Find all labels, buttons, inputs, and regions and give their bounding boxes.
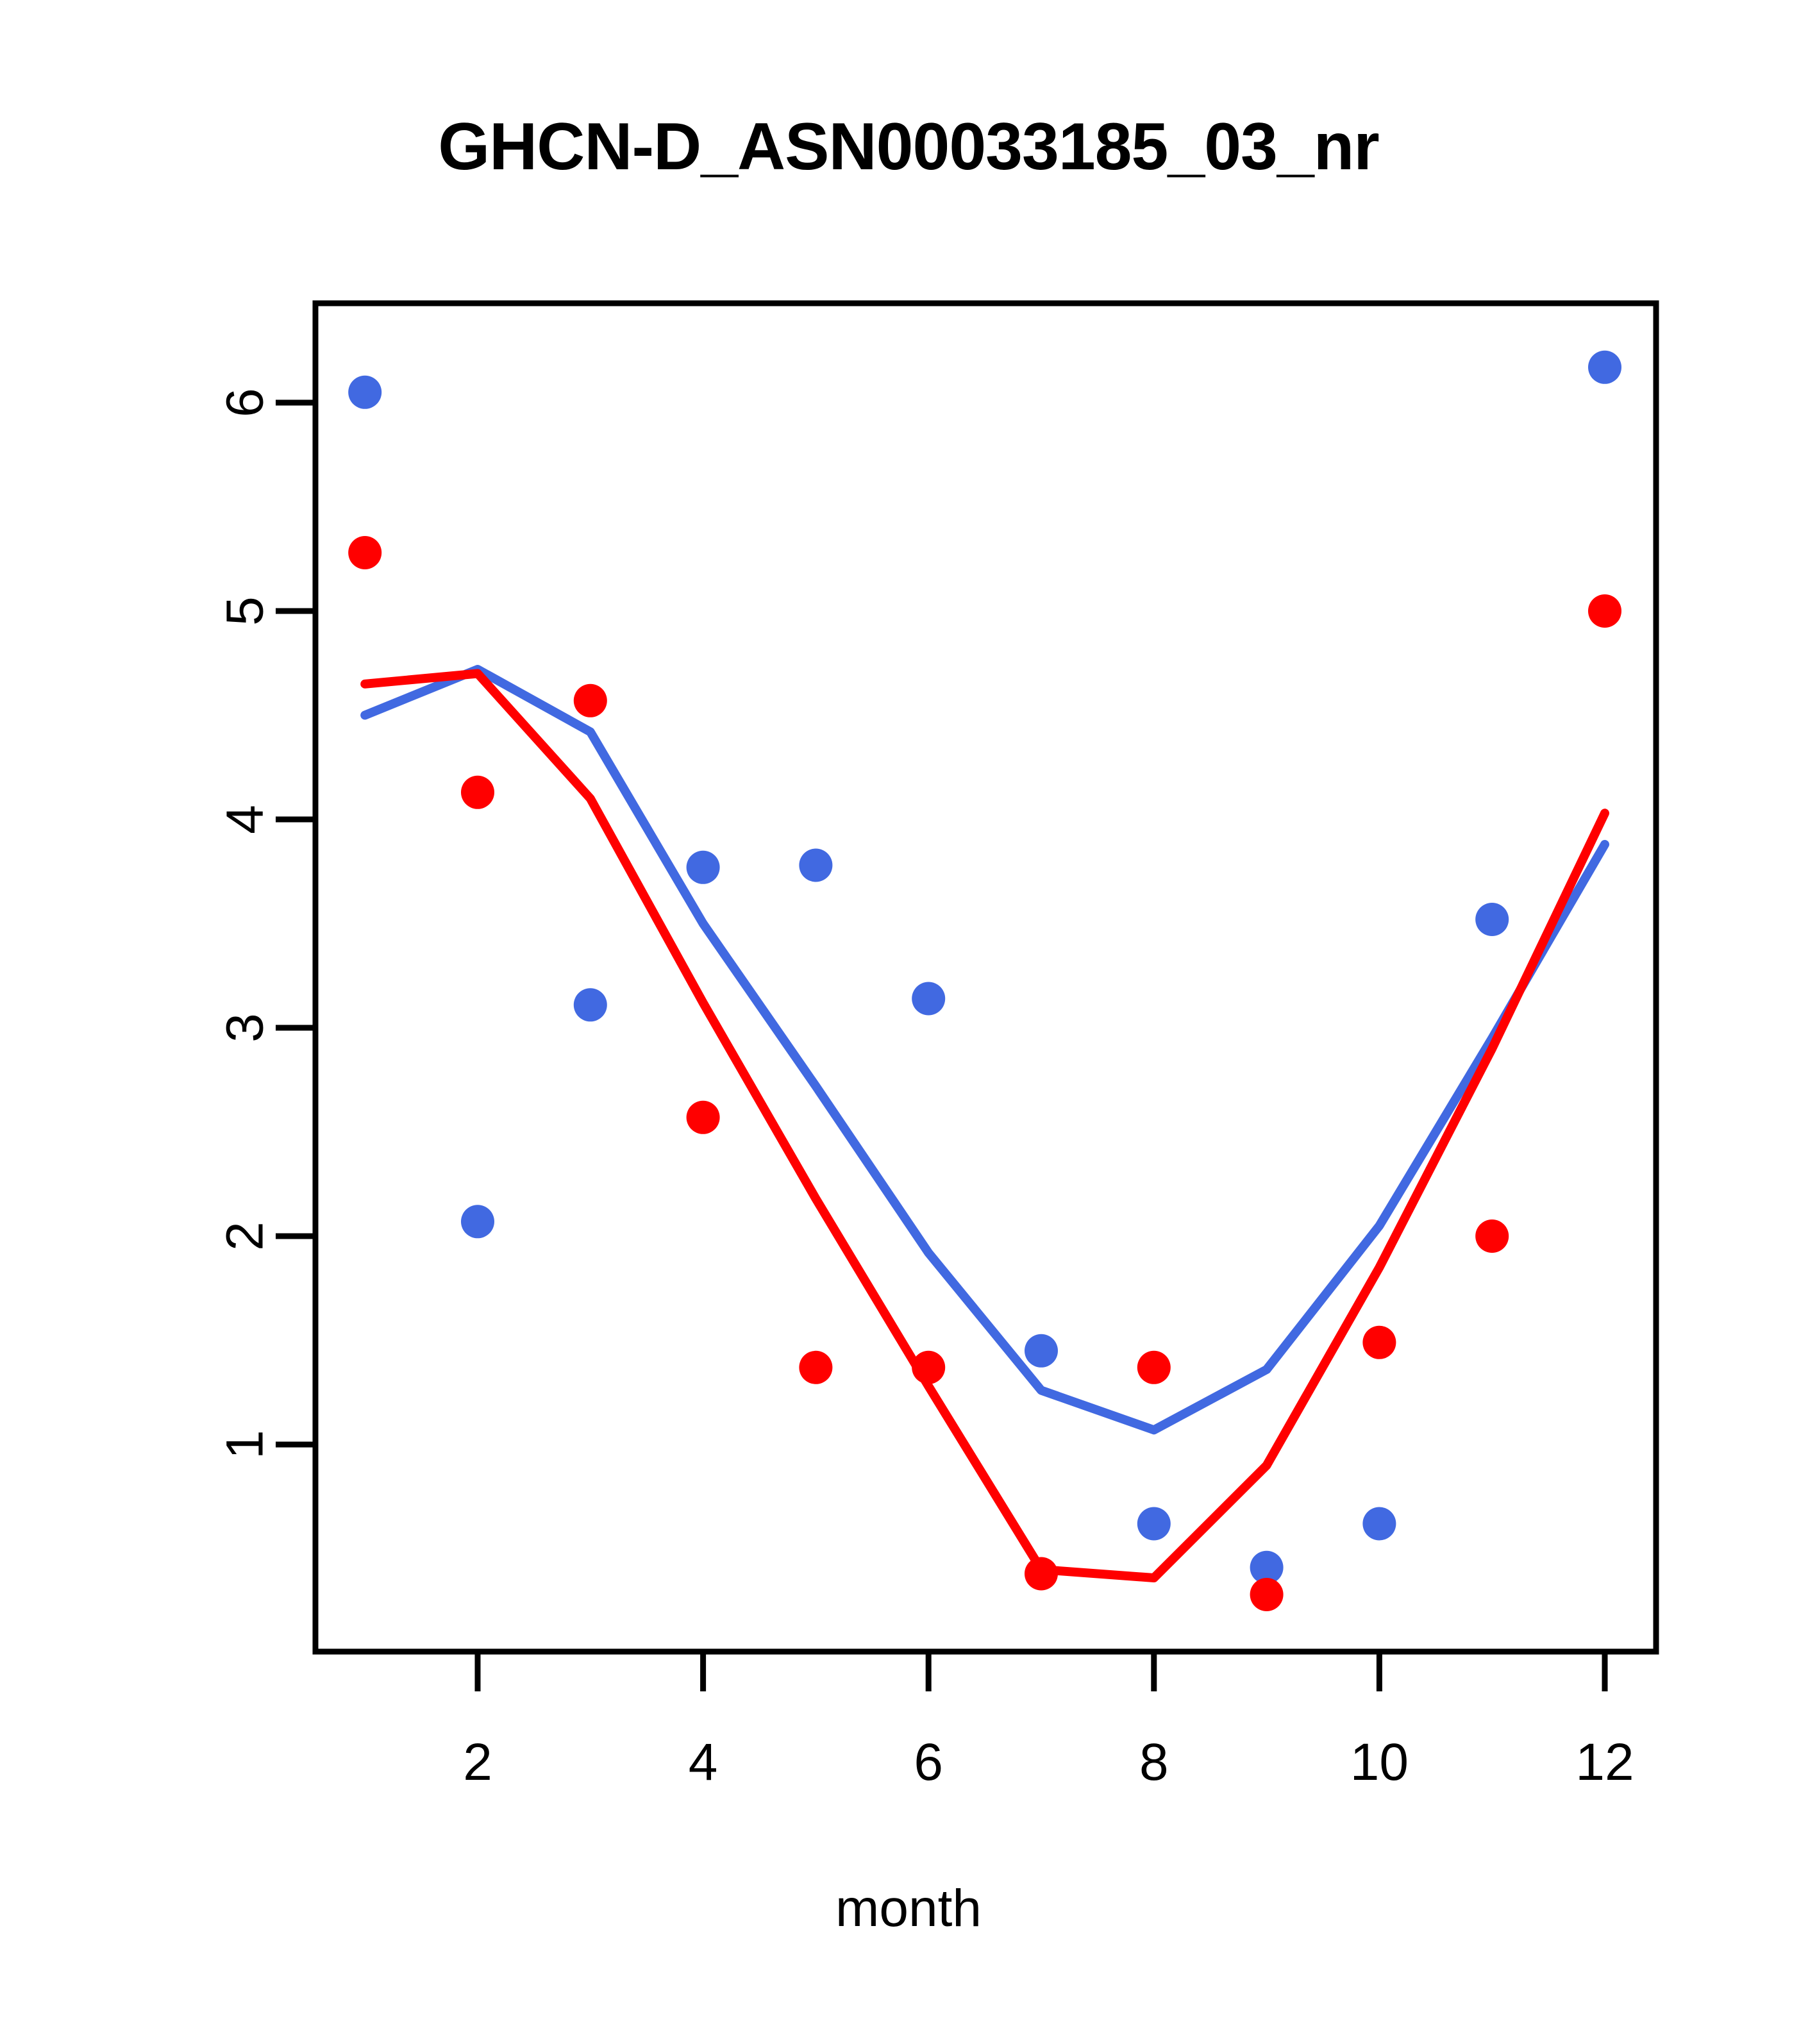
data-point-red-points <box>573 683 607 717</box>
y-tick-label: 1 <box>216 1430 274 1459</box>
x-axis-label: month <box>835 1879 982 1938</box>
plot-content <box>348 350 1621 1611</box>
data-point-red-points <box>912 1350 946 1384</box>
x-tick-label: 2 <box>463 1733 492 1791</box>
data-point-blue-points <box>1362 1507 1396 1541</box>
data-point-blue-points <box>1137 1507 1171 1541</box>
data-point-red-points <box>348 536 382 569</box>
data-point-red-points <box>1250 1578 1284 1611</box>
data-point-blue-points <box>348 375 382 409</box>
data-point-blue-points <box>573 988 607 1022</box>
data-point-red-points <box>1588 594 1621 628</box>
data-point-blue-points <box>461 1205 494 1239</box>
page-title: GHCN-D_ASN00033185_03_nr <box>438 110 1379 184</box>
data-point-blue-points <box>1588 350 1621 384</box>
data-point-red-points <box>1137 1350 1171 1384</box>
x-tick-label: 4 <box>689 1733 718 1791</box>
data-point-blue-points <box>912 982 946 1016</box>
y-tick-label: 6 <box>216 388 274 417</box>
plot-frame <box>312 300 1659 1655</box>
y-tick-label: 5 <box>216 596 274 626</box>
x-tick-label: 12 <box>1575 1733 1634 1791</box>
data-point-blue-points <box>1025 1334 1058 1368</box>
y-tick-label: 4 <box>216 805 274 834</box>
x-tick-label: 8 <box>1139 1733 1169 1791</box>
data-point-red-points <box>1362 1325 1396 1359</box>
series-line-blue-line <box>360 665 1609 1435</box>
x-tick-label: 6 <box>914 1733 943 1791</box>
y-tick-label: 3 <box>216 1013 274 1043</box>
data-point-red-points <box>686 1100 720 1134</box>
data-point-red-points <box>799 1350 833 1384</box>
data-point-red-points <box>1475 1219 1509 1253</box>
data-point-blue-points <box>1475 903 1509 936</box>
data-point-blue-points <box>686 850 720 884</box>
data-point-blue-points <box>1250 1550 1284 1584</box>
y-tick-label: 2 <box>216 1221 274 1251</box>
x-tick-label: 10 <box>1350 1733 1409 1791</box>
data-point-red-points <box>461 775 494 809</box>
data-point-blue-points <box>799 848 833 882</box>
series-line-red-line <box>360 669 1609 1582</box>
data-point-red-points <box>1025 1557 1058 1591</box>
